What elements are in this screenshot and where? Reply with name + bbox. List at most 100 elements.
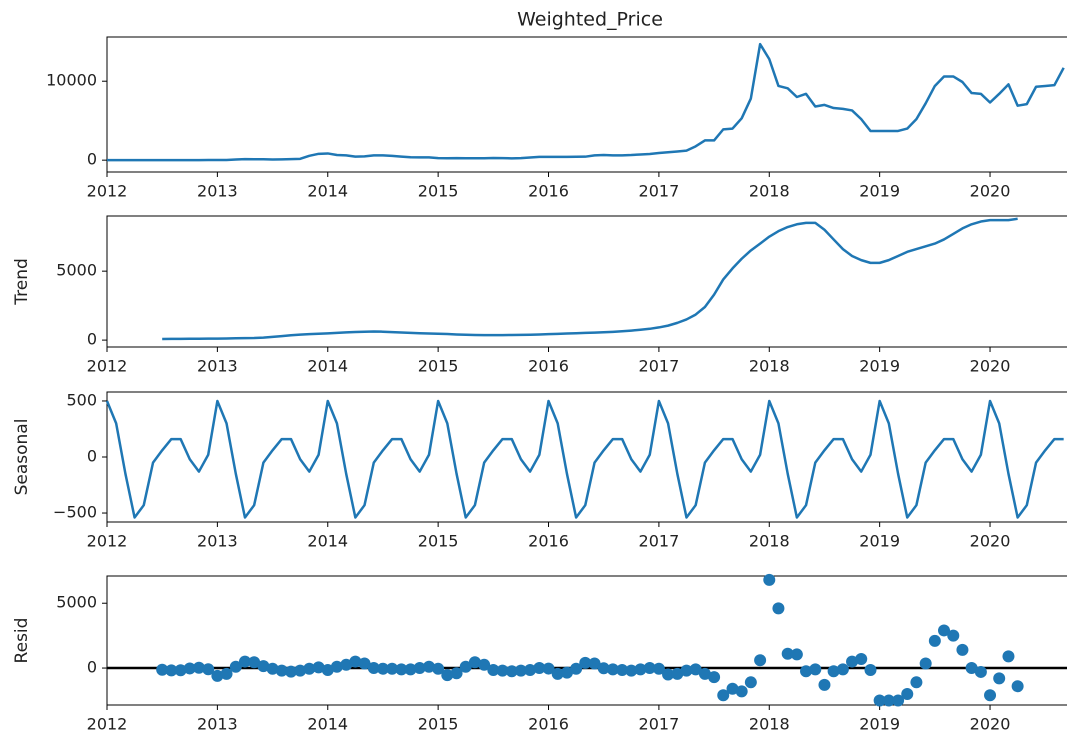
y-tick-label: 5000 [56,261,97,280]
resid-point [156,663,169,676]
resid-point [827,665,840,678]
resid-point [542,662,555,675]
resid-point [652,662,665,675]
resid-point [450,667,463,680]
series-line [107,42,1065,162]
resid-point [846,655,859,668]
x-tick-label: 2012 [87,715,128,734]
resid-point [910,676,923,689]
resid-point [238,655,251,668]
x-tick-label: 2014 [307,532,348,551]
x-tick-label: 2016 [528,357,569,376]
resid-point [726,682,739,695]
resid-point [220,667,233,680]
x-tick-label: 2012 [87,357,128,376]
x-tick-label: 2014 [307,182,348,201]
plot-frame [106,575,1067,706]
resid-point [514,664,527,677]
x-tick-label: 2020 [970,182,1011,201]
resid-point [1002,650,1015,663]
x-tick-label: 2017 [639,532,680,551]
resid-point [395,663,408,676]
resid-point [588,657,601,670]
resid-point [818,678,831,691]
resid-point [202,663,215,676]
resid-point [165,664,178,677]
resid-point [496,664,509,677]
x-tick-label: 2018 [749,182,790,201]
series-line [162,217,1018,341]
resid-point [965,662,978,675]
y-tick-label: 10000 [46,71,97,90]
resid-point [358,657,371,670]
x-tick-label: 2017 [639,182,680,201]
resid-point [855,652,868,665]
chart-title: Weighted_Price [517,9,663,31]
resid-point [303,662,316,675]
resid-point [984,689,997,702]
x-tick-label: 2015 [418,357,459,376]
plot-frame [106,215,1067,348]
resid-point [340,658,353,671]
plot-frame [106,36,1067,173]
resid-point [956,643,969,656]
x-tick-label: 2018 [749,715,790,734]
resid-point [570,662,583,675]
x-tick-label: 2019 [859,532,900,551]
y-tick-label: 5000 [56,593,97,612]
x-tick-label: 2013 [197,182,238,201]
resid-point [763,573,776,586]
resid-point [662,668,675,681]
resid-point [625,664,638,677]
resid-point [441,669,454,682]
series-line [105,399,1064,519]
resid-point [183,662,196,675]
resid-point [478,658,491,671]
resid-point [266,662,279,675]
y-tick-label: 500 [66,390,97,409]
resid-point [192,661,205,674]
resid-point [689,663,702,676]
resid-point [533,662,546,675]
resid-point [376,662,389,675]
x-tick-label: 2019 [859,357,900,376]
resid-point [928,634,941,647]
resid-point [800,665,813,678]
resid-point [404,663,417,676]
x-tick-label: 2019 [859,715,900,734]
resid-point [248,656,261,669]
x-tick-label: 2012 [87,532,128,551]
x-tick-label: 2013 [197,715,238,734]
resid-point [671,667,684,680]
x-tick-label: 2015 [418,715,459,734]
x-tick-label: 2015 [418,182,459,201]
x-tick-label: 2013 [197,357,238,376]
x-tick-label: 2020 [970,357,1011,376]
x-tick-label: 2016 [528,715,569,734]
resid-point [634,663,647,676]
resid-point [680,664,693,677]
x-tick-label: 2014 [307,357,348,376]
resid-point [790,648,803,661]
y-axis-label: Trend [12,258,32,306]
x-tick-label: 2016 [528,532,569,551]
resid-point [772,602,785,615]
resid-point [864,663,877,676]
resid-point [735,685,748,698]
y-tick-label: 0 [87,150,97,169]
resid-point [321,663,334,676]
resid-point [809,663,822,676]
resid-point [597,662,610,675]
x-tick-label: 2015 [418,532,459,551]
resid-point [330,660,343,673]
resid-point [892,694,905,707]
resid-point [294,664,307,677]
resid-point [505,665,518,678]
resid-point [560,666,573,679]
resid-point [698,667,711,680]
x-tick-label: 2013 [197,532,238,551]
resid-point [422,660,435,673]
resid-point [174,664,187,677]
x-tick-label: 2020 [970,532,1011,551]
